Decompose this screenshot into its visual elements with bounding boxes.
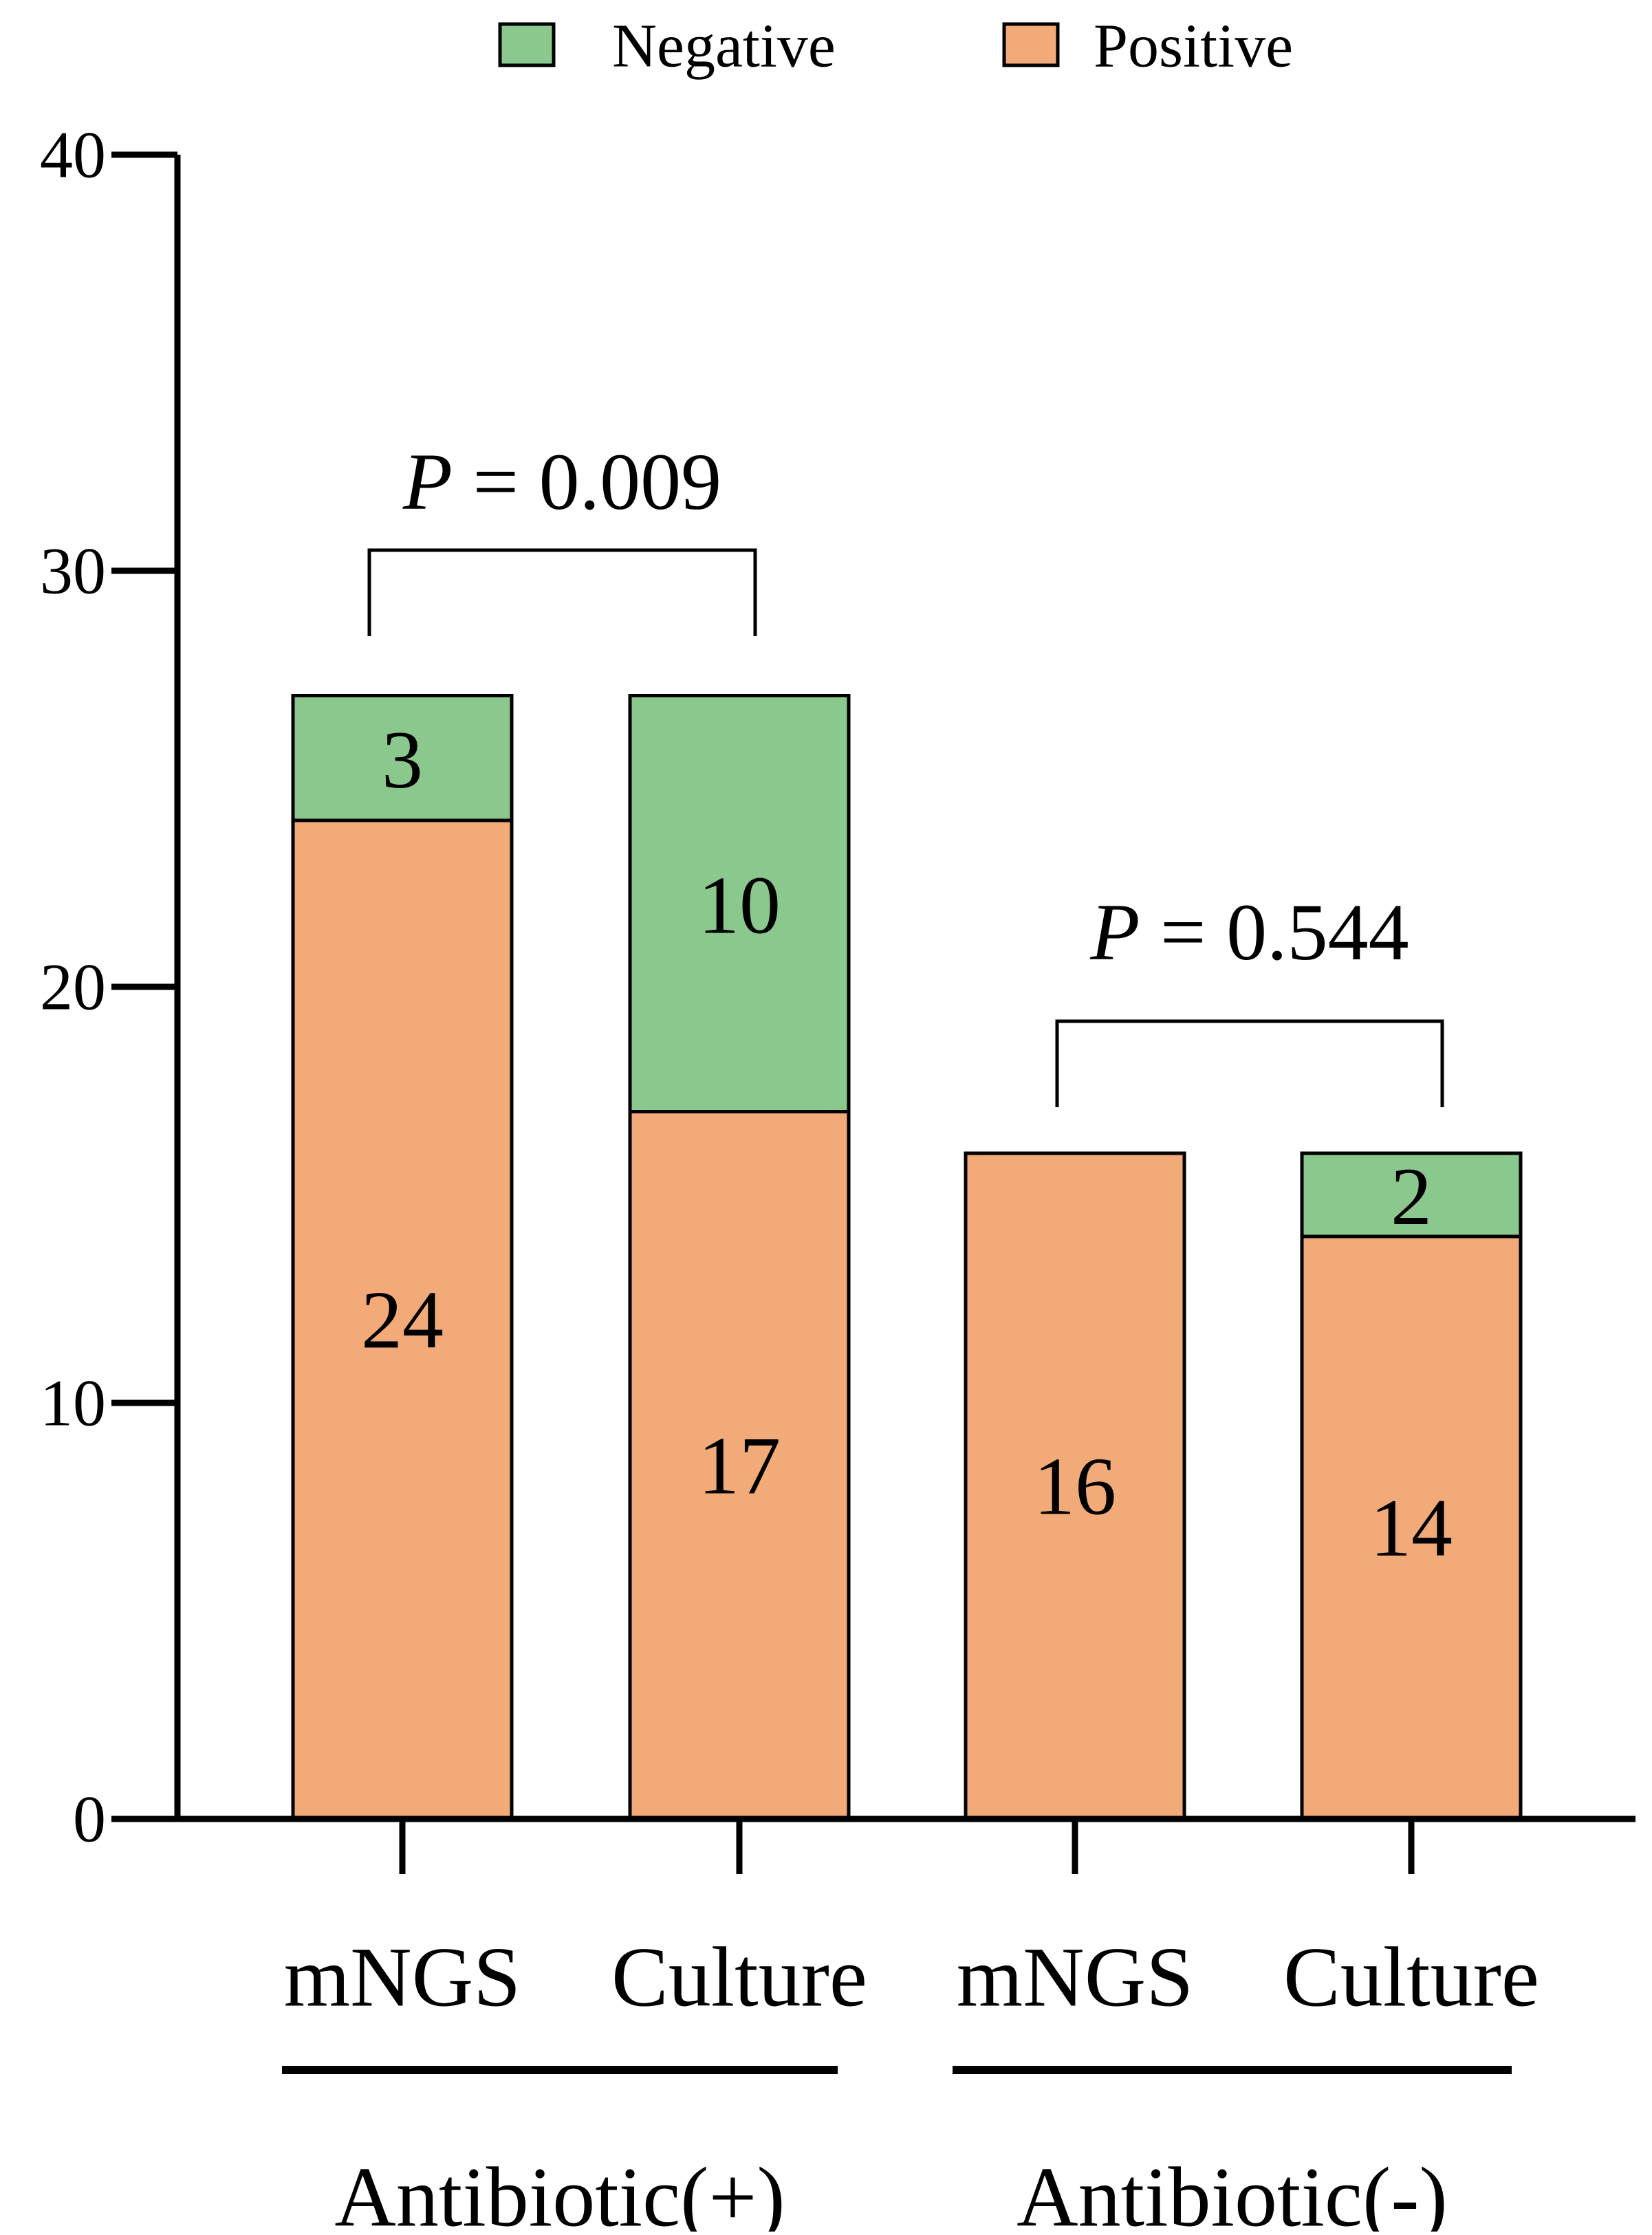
x-tick-label-1: Culture (611, 1930, 867, 2025)
data-label-positive-0: 24 (361, 1274, 444, 1366)
bar-segment-negative-0 (291, 694, 514, 822)
p-symbol: P (1089, 887, 1140, 977)
x-tick-label-2: mNGS (957, 1930, 1194, 2025)
y-tick-label-10: 10 (40, 1366, 106, 1440)
legend-label-positive: Positive (1094, 12, 1293, 80)
legend: Negative Positive (498, 12, 1293, 80)
data-label-positive-1: 17 (698, 1419, 781, 1511)
legend-swatch-positive (1002, 22, 1060, 67)
bar-segment-positive-3 (1300, 1234, 1523, 1821)
bar-segment-positive-2 (964, 1151, 1186, 1821)
bar-segment-negative-1 (628, 694, 851, 1113)
p-symbol: P (402, 437, 453, 527)
group-label-1: Antibiotic(-) (1017, 2150, 1448, 2232)
data-label-positive-3: 14 (1370, 1482, 1453, 1573)
y-tick-label-0: 0 (73, 1782, 106, 1856)
legend-swatch-negative (498, 22, 556, 67)
data-label-positive-2: 16 (1034, 1441, 1116, 1532)
bar-segment-positive-0 (291, 818, 514, 1821)
data-label-negative-1: 10 (698, 860, 781, 951)
legend-label-negative: Negative (612, 12, 836, 80)
data-label-negative-3: 2 (1391, 1151, 1432, 1242)
p-value-label-1: P = 0.544 (1089, 887, 1409, 977)
significance-bracket-0 (367, 548, 757, 636)
x-tick-label-0: mNGS (284, 1930, 521, 2025)
p-value-label-0: P = 0.009 (402, 437, 721, 527)
p-value-text: = 0.009 (453, 437, 721, 527)
significance-bracket-1 (1055, 1019, 1444, 1107)
x-tick-label-3: Culture (1283, 1930, 1539, 2025)
y-tick-label-30: 30 (40, 534, 106, 608)
bars-layer: 24 3 17 10 16 14 2 (291, 694, 1523, 1821)
axes-layer: 0 10 20 30 40 mNGS Culture mNGS Culture Antibioti… (40, 118, 1635, 2235)
y-tick-label-40: 40 (40, 118, 106, 192)
p-value-text: = 0.544 (1140, 887, 1409, 977)
group-label-0: Antibiotic(+) (334, 2150, 785, 2232)
bar-segment-negative-3 (1300, 1151, 1523, 1239)
data-label-negative-0: 3 (382, 714, 423, 805)
y-tick-label-20: 20 (40, 950, 106, 1024)
